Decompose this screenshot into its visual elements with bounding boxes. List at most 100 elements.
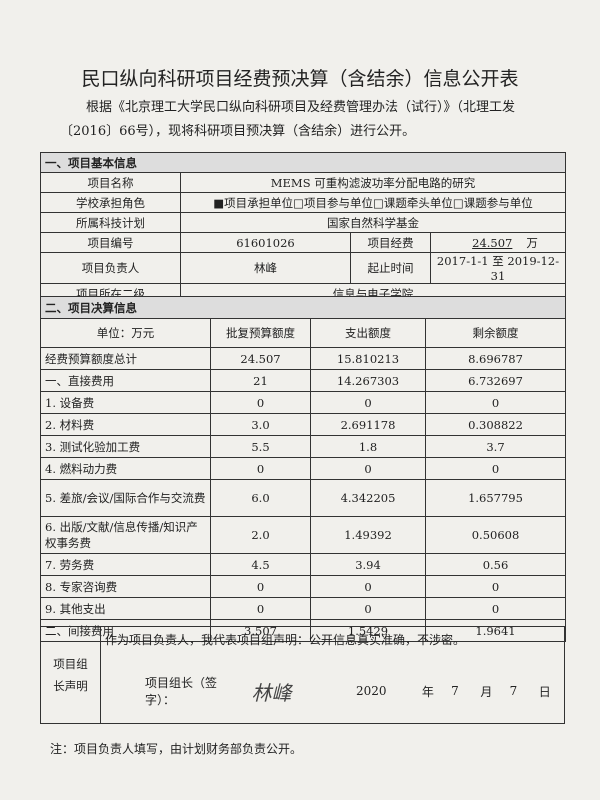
amount: 0 (210, 597, 311, 620)
budget-table: 二、项目决算信息 单位：万元 批复预算额度 支出额度 剩余额度 经费预算额度总计 24.50… (40, 296, 566, 642)
amount: 6.0 (210, 479, 311, 517)
sign-label: 项目组长（签字）： (145, 676, 218, 707)
field-value: 2017-1-1 至 2019-12-31 (430, 252, 566, 284)
field-value: 24.507 (472, 235, 513, 250)
field-value: 61601026 (180, 232, 351, 253)
amount: 0 (310, 597, 426, 620)
sign-line: 项目组长（签字）： 林峰 2020 年 7 月 7 日 (105, 674, 560, 708)
field-value: 林峰 (180, 252, 351, 284)
column-header: 单位：万元 (40, 318, 211, 348)
header-row: 单位：万元 批复预算额度 支出额度 剩余额度 (40, 318, 566, 348)
amount: 0 (425, 391, 566, 414)
day: 7 (509, 684, 518, 698)
day-unit: 日 (538, 684, 551, 699)
section-heading: 二、项目决算信息 (40, 296, 566, 319)
field-label: 项目名称 (40, 172, 181, 193)
note: 注：项目负责人填写，由计划财务部负责公开。 (50, 742, 303, 756)
amount: 0 (310, 457, 426, 480)
row: 经费预算额度总计 24.507 15.810213 8.696787 (40, 347, 566, 370)
row: 5. 差旅/会议/国际合作与交流费 6.0 4.342205 1.657795 (40, 479, 566, 517)
amount: 3.0 (210, 413, 311, 436)
field-label: 项目经费 (350, 232, 431, 253)
amount: 0 (425, 575, 566, 598)
field-label: 学校承担角色 (40, 192, 181, 213)
amount: 21 (210, 369, 311, 392)
section-heading: 一、项目基本信息 (40, 152, 566, 173)
row: 3. 测试化验加工费 5.5 1.8 3.7 (40, 435, 566, 458)
intro: 根据《北京理工大学民口纵向科研项目及经费管理办法（试行）》（北理工发〔2016〕… (60, 100, 516, 139)
doc-title: 民口纵向科研项目经费预决算（含结余）信息公开表 (81, 68, 519, 90)
field-value: 24.507 万 (430, 232, 566, 253)
amount: 0 (310, 391, 426, 414)
basic-info-table: 一、项目基本信息 项目名称 MEMS 可重构滤波功率分配电路的研究 学校承担角色 ■项目… (40, 152, 566, 304)
row: 项目负责人 林峰 起止时间 2017-1-1 至 2019-12-31 (40, 252, 566, 284)
amount: 14.267303 (310, 369, 426, 392)
item: 6. 出版/文献/信息传播/知识产权事务费 (40, 516, 211, 554)
item: 2. 材料费 (40, 413, 211, 436)
amount: 3.94 (310, 553, 426, 576)
field-label: 项目编号 (40, 232, 181, 253)
amount: 1.8 (310, 435, 426, 458)
row: 一、直接费用 21 14.267303 6.732697 (40, 369, 566, 392)
column-header: 批复预算额度 (210, 318, 311, 348)
row: 2. 材料费 3.0 2.691178 0.308822 (40, 413, 566, 436)
declaration-label: 项目组长声明 (40, 626, 101, 724)
row: 9. 其他支出 0 0 0 (40, 597, 566, 620)
field-value: ■项目承担单位□项目参与单位□课题牵头单位□课题参与单位 (180, 192, 566, 213)
year: 2020 (355, 684, 387, 698)
item: 9. 其他支出 (40, 597, 211, 620)
signature: 林峰 (251, 680, 292, 705)
row: 二、项目决算信息 (40, 296, 566, 319)
column-header: 支出额度 (310, 318, 426, 348)
row: 所属科技计划 国家自然科学基金 (40, 212, 566, 233)
amount: 0 (425, 457, 566, 480)
amount: 2.0 (210, 516, 311, 554)
amount: 2.691178 (310, 413, 426, 436)
amount: 3.7 (425, 435, 566, 458)
amount: 0.50608 (425, 516, 566, 554)
item: 经费预算额度总计 (40, 347, 211, 370)
item: 一、直接费用 (40, 369, 211, 392)
declaration-table: 项目组长声明 作为项目负责人，我代表项目组声明：公开信息真实准确，不涉密。项目组长… (40, 626, 565, 724)
field-label: 所属科技计划 (40, 212, 181, 233)
field-value: 国家自然科学基金 (180, 212, 566, 233)
amount: 8.696787 (425, 347, 566, 370)
amount: 1.49392 (310, 516, 426, 554)
row: 6. 出版/文献/信息传播/知识产权事务费 2.0 1.49392 0.50608 (40, 516, 566, 554)
row: 8. 专家咨询费 0 0 0 (40, 575, 566, 598)
amount: 0 (425, 597, 566, 620)
column-header: 剩余额度 (425, 318, 566, 348)
amount: 0 (210, 391, 311, 414)
year-unit: 年 (421, 684, 434, 699)
row: 1. 设备费 0 0 0 (40, 391, 566, 414)
item: 4. 燃料动力费 (40, 457, 211, 480)
declaration: 作为项目负责人，我代表项目组声明：公开信息真实准确，不涉密。项目组长（签字）： 林… (100, 626, 565, 724)
row: 一、项目基本信息 (40, 152, 566, 173)
field-label: 起止时间 (350, 252, 431, 284)
row: 4. 燃料动力费 0 0 0 (40, 457, 566, 480)
statement: 作为项目负责人，我代表项目组声明：公开信息真实准确，不涉密。 (105, 633, 466, 647)
item: 5. 差旅/会议/国际合作与交流费 (40, 479, 211, 517)
amount: 0.308822 (425, 413, 566, 436)
month-unit: 月 (480, 684, 493, 699)
item: 1. 设备费 (40, 391, 211, 414)
amount: 0 (310, 575, 426, 598)
amount: 5.5 (210, 435, 311, 458)
amount: 0 (210, 457, 311, 480)
field-label: 项目负责人 (40, 252, 181, 284)
row: 学校承担角色 ■项目承担单位□项目参与单位□课题牵头单位□课题参与单位 (40, 192, 566, 213)
amount: 15.810213 (310, 347, 426, 370)
amount: 4.5 (210, 553, 311, 576)
row: 项目组长声明 作为项目负责人，我代表项目组声明：公开信息真实准确，不涉密。项目组长… (40, 626, 565, 724)
row: 项目编号 61601026 项目经费 24.507 万 (40, 232, 566, 253)
amount: 0.56 (425, 553, 566, 576)
month: 7 (451, 684, 459, 698)
amount: 6.732697 (425, 369, 566, 392)
amount: 4.342205 (310, 479, 426, 517)
item: 7. 劳务费 (40, 553, 211, 576)
field-value: MEMS 可重构滤波功率分配电路的研究 (180, 172, 566, 193)
unit: 万 (526, 235, 538, 250)
amount: 0 (210, 575, 311, 598)
item: 8. 专家咨询费 (40, 575, 211, 598)
